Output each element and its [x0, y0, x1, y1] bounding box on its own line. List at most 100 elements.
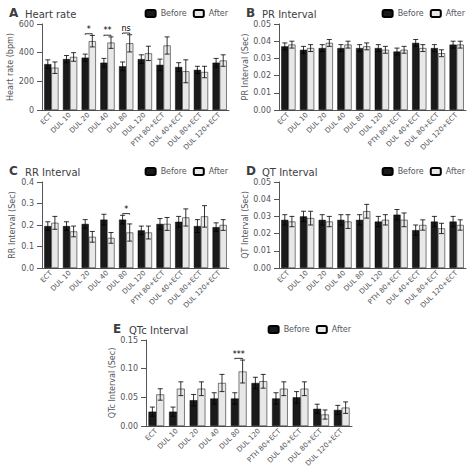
svg-text:DUL 10: DUL 10 — [49, 269, 73, 293]
svg-text:After: After — [446, 167, 466, 176]
svg-text:DUL 40: DUL 40 — [197, 427, 221, 451]
svg-text:**: ** — [103, 26, 111, 35]
svg-text:PR Interval: PR Interval — [262, 9, 316, 20]
svg-text:0.01: 0.01 — [253, 88, 271, 97]
svg-text:*: * — [87, 25, 91, 34]
svg-text:0: 0 — [29, 106, 34, 115]
svg-text:PTH 80+ECT: PTH 80+ECT — [129, 111, 167, 149]
svg-text:DUL 80+ECT: DUL 80+ECT — [166, 111, 204, 149]
svg-text:DUL 120: DUL 120 — [120, 269, 148, 296]
svg-text:Before: Before — [161, 167, 187, 176]
svg-text:0.2: 0.2 — [21, 221, 34, 230]
svg-text:DUL 120+ECT: DUL 120+ECT — [182, 269, 223, 310]
svg-text:Before: Before — [161, 9, 187, 18]
svg-text:0.0: 0.0 — [21, 264, 34, 273]
svg-text:0.04: 0.04 — [253, 195, 271, 204]
svg-text:0.3: 0.3 — [21, 199, 34, 208]
svg-text:PTH 80+ECT: PTH 80+ECT — [366, 111, 404, 149]
svg-text:DUL 40+ECT: DUL 40+ECT — [147, 111, 186, 149]
svg-text:DUL 120: DUL 120 — [357, 269, 385, 296]
svg-text:QT Interval (Sec): QT Interval (Sec) — [241, 191, 250, 259]
svg-text:0.02: 0.02 — [253, 229, 271, 238]
svg-text:Before: Before — [398, 167, 424, 176]
svg-text:PTH 80+ECT: PTH 80+ECT — [245, 427, 283, 465]
svg-text:DUL 20: DUL 20 — [67, 111, 92, 135]
svg-text:DUL 120+ECT: DUL 120+ECT — [304, 427, 345, 468]
svg-text:DUL 80+ECT: DUL 80+ECT — [166, 269, 204, 307]
svg-text:0.05: 0.05 — [120, 393, 138, 402]
svg-text:QTc Interval: QTc Interval — [129, 325, 188, 336]
svg-text:DUL 120: DUL 120 — [235, 427, 263, 454]
svg-text:0.04: 0.04 — [253, 37, 271, 46]
svg-text:DUL 40+ECT: DUL 40+ECT — [147, 269, 186, 307]
svg-text:Before: Before — [284, 325, 310, 334]
svg-text:0.15: 0.15 — [120, 336, 138, 345]
svg-text:600: 600 — [19, 20, 34, 29]
svg-text:ECT: ECT — [39, 269, 55, 285]
svg-text:0.00: 0.00 — [120, 422, 138, 431]
svg-text:ECT: ECT — [276, 111, 292, 127]
svg-text:0.03: 0.03 — [253, 54, 271, 63]
svg-text:DUL 20: DUL 20 — [177, 427, 201, 451]
svg-text:DUL 20: DUL 20 — [67, 269, 92, 293]
svg-text:Heart rate: Heart rate — [25, 9, 76, 20]
svg-text:0.10: 0.10 — [120, 364, 138, 373]
svg-text:DUL 40: DUL 40 — [323, 111, 348, 135]
svg-text:DUL 10: DUL 10 — [49, 111, 73, 135]
svg-text:DUL 40+ECT: DUL 40+ECT — [384, 269, 423, 307]
svg-text:PTH 80+ECT: PTH 80+ECT — [366, 269, 404, 307]
svg-text:After: After — [209, 9, 229, 18]
svg-text:B: B — [246, 6, 255, 20]
svg-text:ns: ns — [122, 24, 131, 33]
svg-text:C: C — [9, 164, 18, 178]
svg-text:0.05: 0.05 — [253, 20, 271, 29]
svg-text:DUL 10: DUL 10 — [156, 427, 180, 451]
svg-text:DUL 10: DUL 10 — [286, 111, 310, 135]
svg-text:DUL 80+ECT: DUL 80+ECT — [403, 111, 441, 149]
svg-text:ECT: ECT — [144, 427, 160, 443]
svg-text:DUL 80+ECT: DUL 80+ECT — [403, 269, 441, 307]
svg-text:Heart rate (bpm): Heart rate (bpm) — [6, 33, 15, 101]
svg-text:400: 400 — [19, 48, 34, 57]
svg-text:DUL 120+ECT: DUL 120+ECT — [419, 269, 460, 310]
svg-text:0.01: 0.01 — [253, 246, 271, 255]
svg-text:0.05: 0.05 — [253, 178, 271, 187]
svg-text:QTc Interval (Sec): QTc Interval (Sec) — [108, 348, 117, 419]
svg-text:ECT: ECT — [276, 269, 292, 285]
svg-text:Before: Before — [398, 9, 424, 18]
svg-text:QT Interval: QT Interval — [262, 167, 317, 178]
svg-text:0.1: 0.1 — [21, 242, 34, 251]
svg-text:DUL 120+ECT: DUL 120+ECT — [182, 111, 223, 152]
svg-text:0.03: 0.03 — [253, 212, 271, 221]
svg-text:PR Interval (Sec): PR Interval (Sec) — [241, 34, 250, 101]
svg-text:After: After — [446, 9, 466, 18]
svg-text:***: *** — [233, 350, 245, 359]
svg-text:ECT: ECT — [39, 111, 55, 127]
svg-text:DUL 120: DUL 120 — [120, 111, 148, 138]
svg-text:DUL 80: DUL 80 — [105, 269, 129, 293]
svg-text:DUL 80: DUL 80 — [105, 111, 129, 135]
svg-text:After: After — [332, 325, 352, 334]
svg-text:After: After — [209, 167, 229, 176]
svg-text:PTH 80+ECT: PTH 80+ECT — [129, 269, 167, 307]
svg-text:DUL 40+ECT: DUL 40+ECT — [384, 111, 423, 149]
svg-text:RR Interval (Sec): RR Interval (Sec) — [8, 191, 17, 258]
svg-text:0.02: 0.02 — [253, 71, 271, 80]
svg-text:DUL 40+ECT: DUL 40+ECT — [266, 427, 304, 465]
svg-text:RR Interval: RR Interval — [25, 167, 80, 178]
svg-text:0.00: 0.00 — [253, 106, 271, 115]
svg-text:DUL 80: DUL 80 — [342, 111, 366, 135]
svg-text:D: D — [246, 164, 256, 178]
svg-text:E: E — [113, 322, 121, 336]
svg-text:0.00: 0.00 — [253, 264, 271, 273]
svg-text:DUL 120: DUL 120 — [357, 111, 385, 138]
svg-text:DUL 80+ECT: DUL 80+ECT — [287, 427, 325, 465]
svg-text:DUL 20: DUL 20 — [304, 111, 329, 135]
svg-text:0.4: 0.4 — [21, 178, 34, 187]
svg-text:DUL 40: DUL 40 — [86, 111, 111, 135]
svg-text:DUL 40: DUL 40 — [86, 269, 111, 293]
svg-text:DUL 120+ECT: DUL 120+ECT — [419, 111, 460, 152]
svg-text:200: 200 — [19, 77, 34, 86]
svg-text:*: * — [124, 205, 128, 214]
svg-text:A: A — [9, 6, 19, 20]
